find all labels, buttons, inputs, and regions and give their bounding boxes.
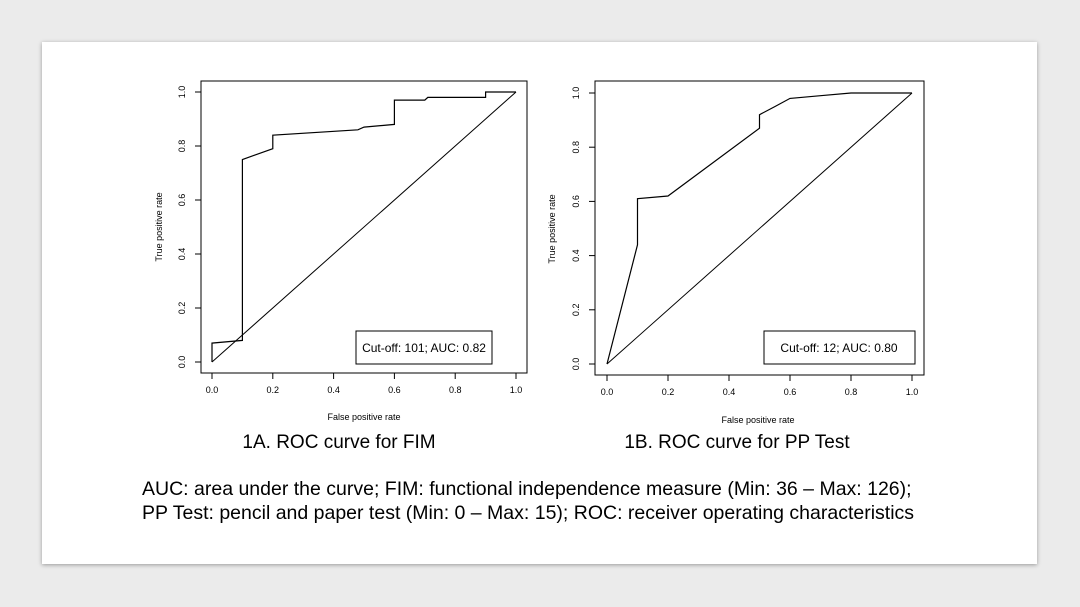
x-tick-label: 0.0 <box>601 387 614 397</box>
caption-1a: 1A. ROC curve for FIM <box>242 432 435 453</box>
legend-text: Cut-off: 101; AUC: 0.82 <box>362 341 486 355</box>
y-tick-label: 0.4 <box>571 249 581 262</box>
x-tick-label: 0.8 <box>845 387 858 397</box>
x-tick-label: 1.0 <box>510 385 523 395</box>
x-tick-label: 0.4 <box>723 387 736 397</box>
x-tick-label: 0.8 <box>449 385 462 395</box>
legend-text: Cut-off: 12; AUC: 0.80 <box>780 341 898 355</box>
roc-curve-1b <box>606 92 912 365</box>
y-tick-label: 0.6 <box>177 194 187 207</box>
y-axis-label: True positive rate <box>547 194 557 263</box>
y-tick-label: 0.8 <box>571 141 581 154</box>
ticks-1b: 0.0 0.2 0.4 0.6 0.8 1.0 0.0 0.2 0.4 0.6 0.8 1.0 <box>571 87 918 397</box>
x-tick-label: 0.2 <box>662 387 675 397</box>
x-tick-label: 0.6 <box>388 385 401 395</box>
caption-1b: 1B. ROC curve for PP Test <box>624 432 850 453</box>
y-tick-label: 0.0 <box>177 356 187 369</box>
legend-frame <box>355 330 493 365</box>
plot-frame <box>594 80 925 376</box>
reference-diagonal-1a <box>211 91 517 363</box>
chart-1a: 0.0 0.2 0.4 0.6 0.8 1.0 0.0 0.2 0.4 0.6 0.8 1.0 Cut… <box>154 80 528 453</box>
legend-frame <box>763 330 916 365</box>
y-tick-label: 0.6 <box>571 195 581 208</box>
roc-curve-1a <box>211 91 516 362</box>
y-axis-label: True positive rate <box>154 192 164 261</box>
x-tick-label: 0.6 <box>784 387 797 397</box>
legend-box-1a: Cut-off: 101; AUC: 0.82 <box>355 330 493 365</box>
legend-box-1b: Cut-off: 12; AUC: 0.80 <box>763 330 916 365</box>
x-tick-label: 0.0 <box>206 385 219 395</box>
y-tick-label: 1.0 <box>177 86 187 99</box>
y-tick-label: 0.8 <box>177 140 187 153</box>
y-tick-label: 0.2 <box>571 304 581 317</box>
x-axis-label: False positive rate <box>721 415 794 425</box>
slide: 0.0 0.2 0.4 0.6 0.8 1.0 0.0 0.2 0.4 0.6 0.8 1.0 Cut… <box>42 42 1037 564</box>
y-tick-label: 0.2 <box>177 302 187 315</box>
x-tick-label: 1.0 <box>906 387 919 397</box>
figure-canvas: 0.0 0.2 0.4 0.6 0.8 1.0 0.0 0.2 0.4 0.6 0.8 1.0 Cut… <box>154 80 925 453</box>
y-tick-label: 0.0 <box>571 358 581 371</box>
chart-1b: 0.0 0.2 0.4 0.6 0.8 1.0 0.0 0.2 0.4 0.6 0.8 1.0 Cut… <box>547 80 925 453</box>
y-tick-label: 1.0 <box>571 87 581 100</box>
reference-diagonal-1b <box>606 92 913 365</box>
x-tick-label: 0.2 <box>267 385 280 395</box>
y-tick-label: 0.4 <box>177 248 187 261</box>
footnote: AUC: area under the curve; FIM: function… <box>142 478 915 524</box>
x-axis-label: False positive rate <box>327 412 400 422</box>
x-tick-label: 0.4 <box>327 385 340 395</box>
ticks-1a: 0.0 0.2 0.4 0.6 0.8 1.0 0.0 0.2 0.4 0.6 0.8 1.0 <box>177 86 522 395</box>
plot-frame <box>200 80 528 374</box>
